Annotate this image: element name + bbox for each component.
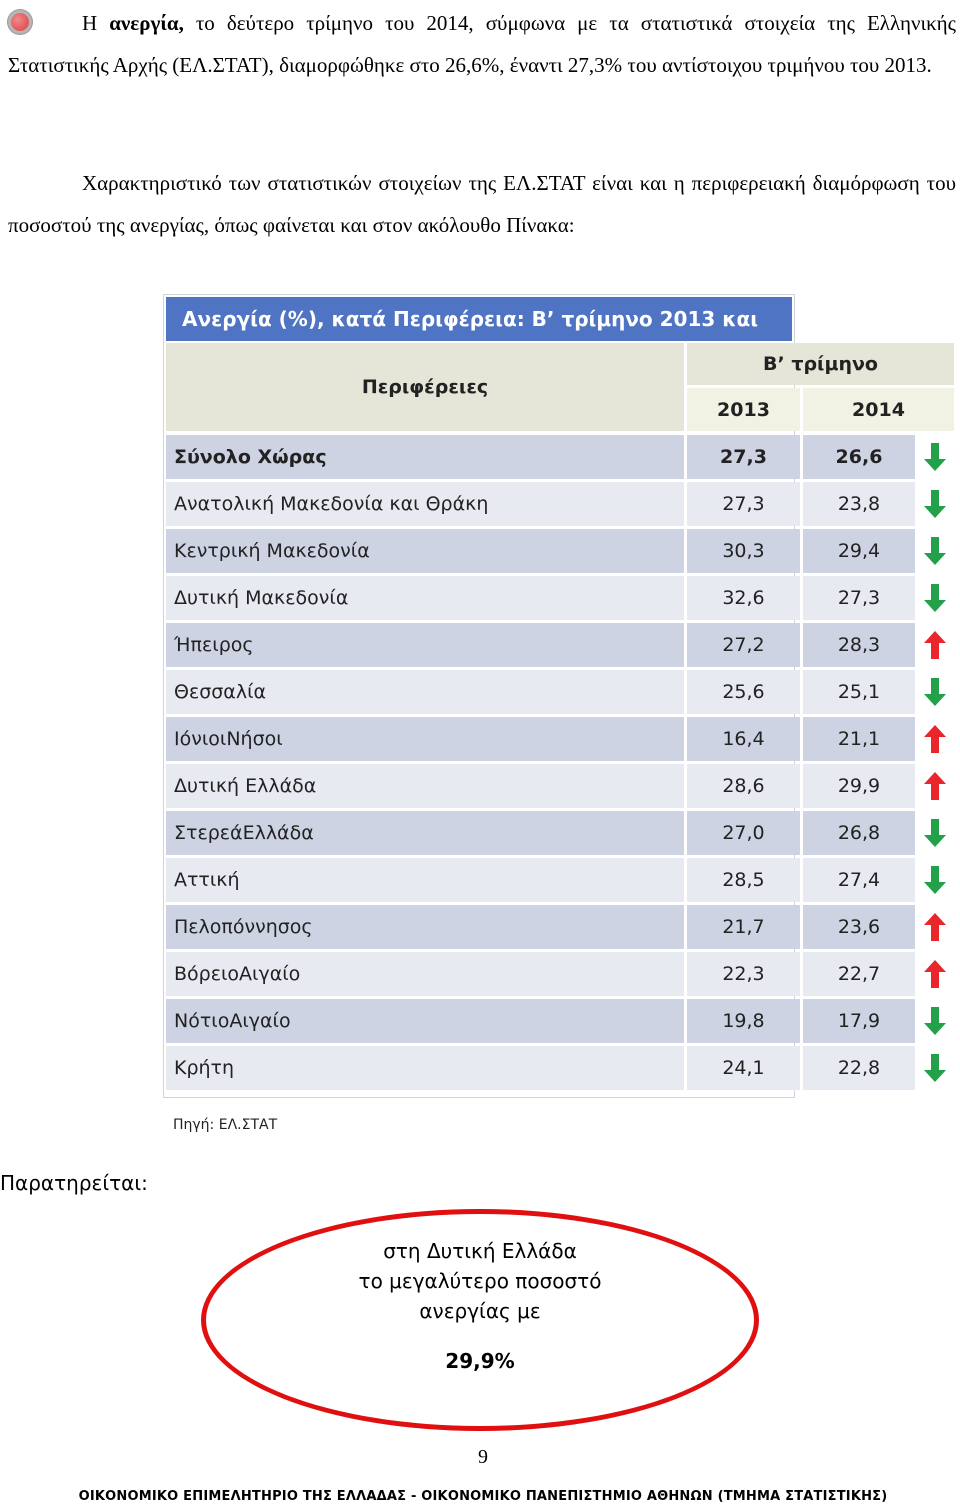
value-2014: 26,8 bbox=[803, 811, 915, 855]
value-2014: 26,6 bbox=[803, 435, 915, 479]
table-row: Κρήτη 24,1 22,8 bbox=[166, 1046, 946, 1090]
unemployment-table: Ανεργία (%), κατά Περιφέρεια: Β’ τρίμηνο… bbox=[163, 294, 954, 1098]
value-2013: 27,3 bbox=[687, 482, 800, 526]
second-paragraph: Χαρακτηριστικό των στατιστικών στοιχείων… bbox=[8, 162, 956, 246]
table-row: ΒόρειοΑιγαίο 22,3 22,7 bbox=[166, 952, 946, 996]
value-2014: 29,4 bbox=[803, 529, 915, 573]
table-row: Αττική 28,5 27,4 bbox=[166, 858, 946, 902]
table-title: Ανεργία (%), κατά Περιφέρεια: Β’ τρίμηνο… bbox=[166, 297, 792, 375]
second-paragraph-text: Χαρακτηριστικό των στατιστικών στοιχείων… bbox=[8, 171, 956, 237]
intro-text: το δεύτερο τρίμηνο του 2014, σύμφωνα με … bbox=[8, 11, 956, 77]
table-row: Θεσσαλία 25,6 25,1 bbox=[166, 670, 946, 714]
value-2013: 21,7 bbox=[687, 905, 800, 949]
arrow-up-icon bbox=[918, 905, 952, 949]
callout-line-2: το μεγαλύτερο ποσοστό bbox=[358, 1269, 602, 1293]
arrow-up-icon bbox=[918, 717, 952, 761]
intro-prefix: Η bbox=[82, 11, 110, 35]
region-name: Πελοπόννησος bbox=[166, 905, 684, 949]
value-2014: 22,7 bbox=[803, 952, 915, 996]
region-name: Δυτική Ελλάδα bbox=[166, 764, 684, 808]
table-row: ΙόνιοιΝήσοι 16,4 21,1 bbox=[166, 717, 946, 761]
value-2013: 30,3 bbox=[687, 529, 800, 573]
region-name: ΙόνιοιΝήσοι bbox=[166, 717, 684, 761]
arrow-down-icon bbox=[918, 670, 952, 714]
callout-text: στη Δυτική Ελλάδα το μεγαλύτερο ποσοστό … bbox=[201, 1236, 759, 1326]
header-2014: 2014 bbox=[803, 388, 954, 431]
table-row: Πελοπόννησος 21,7 23,6 bbox=[166, 905, 946, 949]
value-2013: 27,0 bbox=[687, 811, 800, 855]
value-2014: 28,3 bbox=[803, 623, 915, 667]
header-2013: 2013 bbox=[687, 388, 800, 431]
table-source: Πηγή: ΕΛ.ΣΤΑΤ bbox=[173, 1117, 278, 1133]
observation-label: Παρατηρείται: bbox=[0, 1171, 148, 1195]
region-name: Θεσσαλία bbox=[166, 670, 684, 714]
red-circle-bullet-icon bbox=[8, 10, 32, 34]
table-row: Ανατολική Μακεδονία και Θράκη 27,3 23,8 bbox=[166, 482, 946, 526]
table-row-total: Σύνολο Χώρας 27,3 26,6 bbox=[166, 435, 946, 479]
arrow-down-icon bbox=[918, 435, 952, 479]
value-2014: 17,9 bbox=[803, 999, 915, 1043]
arrow-up-icon bbox=[918, 952, 952, 996]
value-2013: 28,5 bbox=[687, 858, 800, 902]
value-2014: 27,3 bbox=[803, 576, 915, 620]
region-name: Κεντρική Μακεδονία bbox=[166, 529, 684, 573]
arrow-down-icon bbox=[918, 999, 952, 1043]
page-footer: ΟΙΚΟΝΟΜΙΚΟ ΕΠΙΜΕΛΗΤΗΡΙΟ ΤΗΣ ΕΛΛΑΔΑΣ - ΟΙ… bbox=[78, 1489, 888, 1504]
value-2013: 24,1 bbox=[687, 1046, 800, 1090]
region-name: Αττική bbox=[166, 858, 684, 902]
page-number: 9 bbox=[478, 1446, 488, 1468]
value-2013: 32,6 bbox=[687, 576, 800, 620]
region-name: ΝότιοΑιγαίο bbox=[166, 999, 684, 1043]
callout-value: 29,9% bbox=[445, 1349, 515, 1373]
arrow-down-icon bbox=[918, 529, 952, 573]
value-2014: 23,6 bbox=[803, 905, 915, 949]
callout-line-3: ανεργίας με bbox=[419, 1299, 541, 1323]
arrow-down-icon bbox=[918, 576, 952, 620]
value-2014: 27,4 bbox=[803, 858, 915, 902]
callout-line-1: στη Δυτική Ελλάδα bbox=[383, 1239, 577, 1263]
value-2013: 28,6 bbox=[687, 764, 800, 808]
table-row: Ήπειρος 27,2 28,3 bbox=[166, 623, 946, 667]
value-2014: 25,1 bbox=[803, 670, 915, 714]
table-row: ΣτερεάΕλλάδα 27,0 26,8 bbox=[166, 811, 946, 855]
header-regions: Περιφέρειες bbox=[166, 343, 684, 431]
region-name: Κρήτη bbox=[166, 1046, 684, 1090]
table-row: Δυτική Μακεδονία 32,6 27,3 bbox=[166, 576, 946, 620]
value-2013: 27,2 bbox=[687, 623, 800, 667]
callout-oval bbox=[201, 1209, 759, 1431]
value-2013: 27,3 bbox=[687, 435, 800, 479]
value-2014: 22,8 bbox=[803, 1046, 915, 1090]
table-row: ΝότιοΑιγαίο 19,8 17,9 bbox=[166, 999, 946, 1043]
value-2013: 16,4 bbox=[687, 717, 800, 761]
header-quarter: Β’ τρίμηνο bbox=[687, 343, 954, 385]
region-name: ΣτερεάΕλλάδα bbox=[166, 811, 684, 855]
intro-paragraph: Η ανεργία, το δεύτερο τρίμηνο του 2014, … bbox=[8, 2, 956, 86]
arrow-up-icon bbox=[918, 623, 952, 667]
value-2013: 25,6 bbox=[687, 670, 800, 714]
value-2014: 21,1 bbox=[803, 717, 915, 761]
value-2014: 29,9 bbox=[803, 764, 915, 808]
table-row: Κεντρική Μακεδονία 30,3 29,4 bbox=[166, 529, 946, 573]
value-2013: 22,3 bbox=[687, 952, 800, 996]
region-name: ΒόρειοΑιγαίο bbox=[166, 952, 684, 996]
intro-keyword: ανεργία, bbox=[109, 11, 184, 35]
region-name: Δυτική Μακεδονία bbox=[166, 576, 684, 620]
arrow-up-icon bbox=[918, 764, 952, 808]
arrow-down-icon bbox=[918, 811, 952, 855]
table-row: Δυτική Ελλάδα 28,6 29,9 bbox=[166, 764, 946, 808]
arrow-down-icon bbox=[918, 482, 952, 526]
arrow-down-icon bbox=[918, 1046, 952, 1090]
region-name: Ήπειρος bbox=[166, 623, 684, 667]
value-2013: 19,8 bbox=[687, 999, 800, 1043]
value-2014: 23,8 bbox=[803, 482, 915, 526]
region-name: Ανατολική Μακεδονία και Θράκη bbox=[166, 482, 684, 526]
region-name: Σύνολο Χώρας bbox=[166, 435, 684, 479]
arrow-down-icon bbox=[918, 858, 952, 902]
